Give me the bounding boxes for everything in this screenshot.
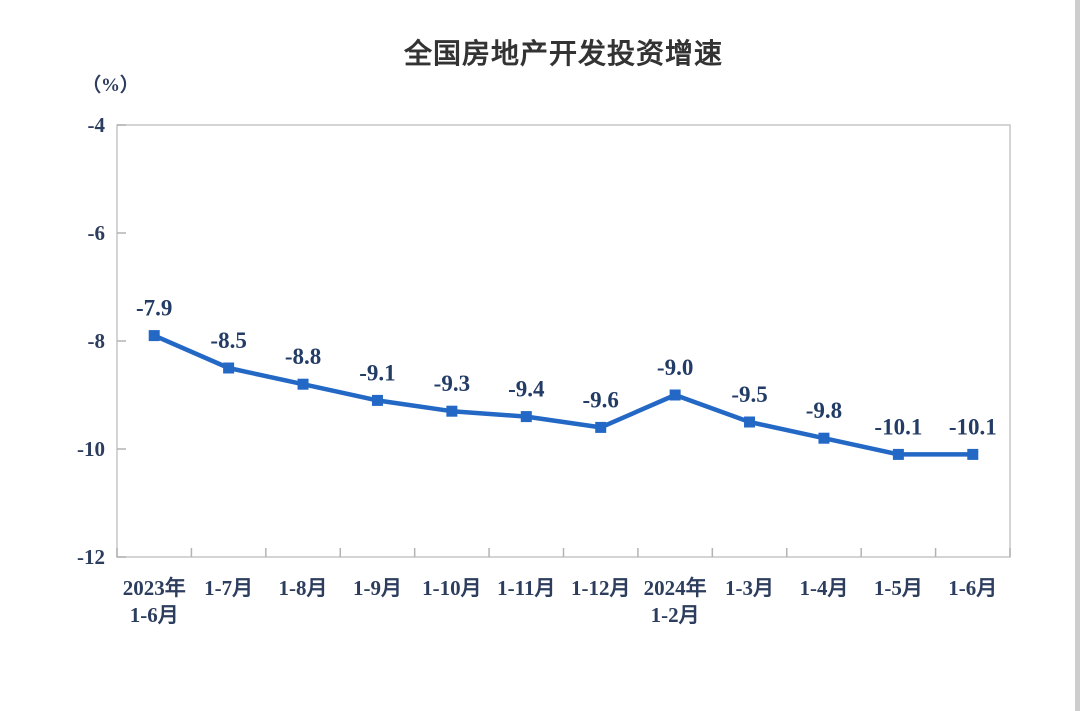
x-tick-label: 1-5月: [874, 576, 923, 600]
screenshot-right-edge: [1075, 0, 1080, 711]
y-axis-unit-label: （%）: [82, 75, 140, 96]
x-tick-label: 1-8月: [279, 576, 328, 600]
chart-title: 全国房地产开发投资增速: [403, 38, 723, 69]
data-point-marker: [669, 389, 681, 401]
x-tick-label: 1-3月: [725, 576, 774, 600]
data-point-label: -9.4: [508, 377, 545, 402]
data-point-label: -9.0: [657, 355, 693, 380]
data-point-marker: [818, 432, 830, 444]
x-tick-label: 1-12月: [571, 576, 631, 600]
data-point-marker: [446, 405, 458, 417]
data-point-marker: [520, 411, 532, 423]
data-point-label: -9.3: [434, 371, 470, 396]
x-tick-label: 2024年 1-2月: [644, 576, 707, 627]
data-point-label: -7.9: [136, 296, 172, 321]
data-point-label: -9.5: [731, 382, 767, 407]
data-point-label: -8.8: [285, 344, 321, 369]
data-point-label: -9.8: [806, 398, 842, 423]
x-tick-label: 1-11月: [497, 576, 555, 600]
data-point-marker: [967, 448, 979, 460]
x-tick-label: 1-4月: [799, 576, 848, 600]
data-point-label: -9.6: [582, 387, 618, 412]
data-point-label: -9.1: [359, 360, 395, 385]
series-line: [151, 333, 976, 457]
x-tick-label: 1-9月: [353, 576, 402, 600]
x-tick-label: 1-6月: [948, 576, 997, 600]
y-tick-label: -10: [77, 437, 105, 461]
data-point-marker: [595, 421, 607, 433]
data-point-label: -10.1: [874, 414, 922, 439]
data-point-label: -8.5: [210, 328, 246, 353]
data-point-marker: [148, 330, 160, 342]
plot-border: [116, 124, 1011, 558]
data-point-marker: [297, 378, 309, 390]
y-tick-label: -6: [88, 221, 106, 245]
x-tick-label: 1-10月: [422, 576, 482, 600]
data-point-marker: [892, 448, 904, 460]
data-point-marker: [223, 362, 235, 374]
y-tick-label: -8: [88, 329, 106, 353]
data-point-label: -10.1: [949, 414, 997, 439]
y-tick-label: -4: [88, 113, 106, 137]
data-point-marker: [744, 416, 756, 428]
x-tick-label: 2023年 1-6月: [123, 576, 186, 627]
y-tick-label: -12: [77, 545, 105, 569]
x-tick-label: 1-7月: [204, 576, 253, 600]
data-point-marker: [371, 394, 383, 406]
